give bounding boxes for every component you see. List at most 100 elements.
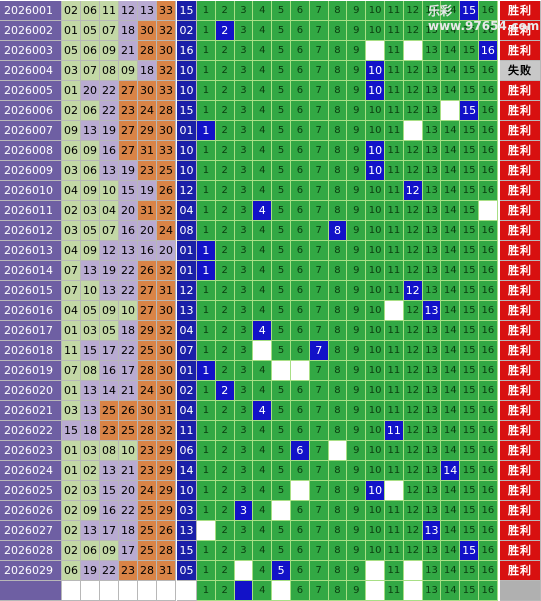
red-ball-cell: 24 <box>138 481 157 501</box>
trend-cell: 7 <box>309 141 329 161</box>
red-ball-cell: 02 <box>62 1 81 21</box>
trend-cell: 6 <box>291 281 310 301</box>
trend-cell: 14 <box>441 121 461 141</box>
red-ball-cell: 22 <box>119 501 138 521</box>
trend-cell: 14 <box>441 501 461 521</box>
trend-cell: 10 <box>366 381 385 401</box>
red-ball-cell: 15 <box>81 341 100 361</box>
trend-cell: 14 <box>441 241 461 261</box>
red-ball-cell: 05 <box>81 301 100 321</box>
trend-cell: 13 <box>422 441 442 461</box>
trend-cell: 9 <box>347 141 367 161</box>
trend-cell: 5 <box>272 81 291 101</box>
red-ball-cell: 19 <box>100 261 119 281</box>
trend-cell: 13 <box>422 61 442 81</box>
trend-cell: 15 <box>460 221 479 241</box>
trend-cell: 14 <box>441 21 461 41</box>
trend-cell: 12 <box>403 381 423 401</box>
trend-cell: 6 <box>291 141 310 161</box>
red-ball-cell: 09 <box>100 301 119 321</box>
trend-cell: 3 <box>234 461 254 481</box>
trend-cell: 10 <box>366 521 385 541</box>
red-ball-cell: 03 <box>62 61 81 81</box>
trend-cell: 16 <box>479 521 498 541</box>
trend-cell: 9 <box>347 261 367 281</box>
red-ball-cell: 20 <box>119 481 138 501</box>
trend-cell: 9 <box>347 101 367 121</box>
hit-marker: 7 <box>309 341 329 361</box>
trend-cell: 1 <box>197 81 216 101</box>
trend-cell: 8 <box>328 41 348 61</box>
trend-cell: 4 <box>253 41 273 61</box>
trend-cell: 13 <box>422 281 442 301</box>
trend-cell: 10 <box>366 421 385 441</box>
red-ball-cell: 19 <box>138 181 157 201</box>
result-win-badge: 胜利 <box>500 381 541 401</box>
blue-ball-cell: 13 <box>177 301 197 321</box>
hit-marker: 15 <box>460 101 479 121</box>
red-ball-cell: 27 <box>119 121 138 141</box>
blank-cell <box>385 301 404 321</box>
trend-cell: 13 <box>422 241 442 261</box>
issue-cell: 2026025 <box>0 481 62 501</box>
trend-cell: 11 <box>385 361 404 381</box>
red-ball-cell: 22 <box>100 561 119 581</box>
trend-cell: 4 <box>253 241 273 261</box>
trend-cell: 4 <box>253 461 273 481</box>
red-ball-cell: 12 <box>100 241 119 261</box>
trend-cell: 5 <box>272 161 291 181</box>
trend-cell: 4 <box>253 81 273 101</box>
issue-cell: 2026002 <box>0 21 62 41</box>
red-ball-cell: 10 <box>119 301 138 321</box>
trend-cell: 9 <box>347 161 367 181</box>
hit-marker: 2 <box>215 381 235 401</box>
trend-cell: 3 <box>234 281 254 301</box>
trend-cell: 7 <box>309 121 329 141</box>
red-ball-cell: 04 <box>62 301 81 321</box>
red-ball-cell: 13 <box>100 161 119 181</box>
red-ball-cell: 30 <box>138 81 157 101</box>
trend-cell: 16 <box>479 441 498 461</box>
hit-marker: 2 <box>215 21 235 41</box>
trend-cell: 14 <box>441 541 461 561</box>
issue-cell: 2026010 <box>0 181 62 201</box>
trend-cell: 12 <box>403 481 423 501</box>
red-ball-cell: 29 <box>138 321 157 341</box>
trend-cell: 11 <box>385 41 404 61</box>
trend-cell: 11 <box>385 401 404 421</box>
trend-cell: 3 <box>234 1 254 21</box>
trend-cell: 10 <box>366 241 385 261</box>
red-ball-cell: 31 <box>138 141 157 161</box>
trend-cell: 10 <box>366 441 385 461</box>
trend-cell: 1 <box>197 221 216 241</box>
red-ball-cell: 09 <box>62 121 81 141</box>
red-ball-cell: 06 <box>62 141 81 161</box>
trend-cell: 8 <box>328 121 348 141</box>
trend-cell: 4 <box>253 181 273 201</box>
trend-cell: 11 <box>385 581 404 601</box>
trend-cell: 4 <box>253 121 273 141</box>
trend-cell: 3 <box>234 401 254 421</box>
trend-cell: 3 <box>234 521 254 541</box>
trend-cell: 4 <box>253 441 273 461</box>
trend-cell: 8 <box>328 241 348 261</box>
trend-cell: 8 <box>328 401 348 421</box>
trend-cell: 16 <box>479 261 498 281</box>
red-ball-cell: 09 <box>100 541 119 561</box>
red-ball-cell: 13 <box>81 401 100 421</box>
issue-cell: 2026024 <box>0 461 62 481</box>
hit-marker: 10 <box>366 81 385 101</box>
trend-cell: 7 <box>309 421 329 441</box>
red-ball-cell: 06 <box>81 541 100 561</box>
blue-ball-cell: 04 <box>177 201 197 221</box>
red-ball-cell: 01 <box>62 81 81 101</box>
trend-cell: 9 <box>347 21 367 41</box>
result-win-badge: 胜利 <box>500 301 541 321</box>
blue-ball-cell: 11 <box>177 421 197 441</box>
hit-marker: 13 <box>422 521 442 541</box>
trend-cell: 13 <box>422 501 442 521</box>
trend-cell: 2 <box>215 161 235 181</box>
trend-cell: 6 <box>291 21 310 41</box>
result-win-badge: 胜利 <box>500 541 541 561</box>
red-ball-cell: 07 <box>62 281 81 301</box>
